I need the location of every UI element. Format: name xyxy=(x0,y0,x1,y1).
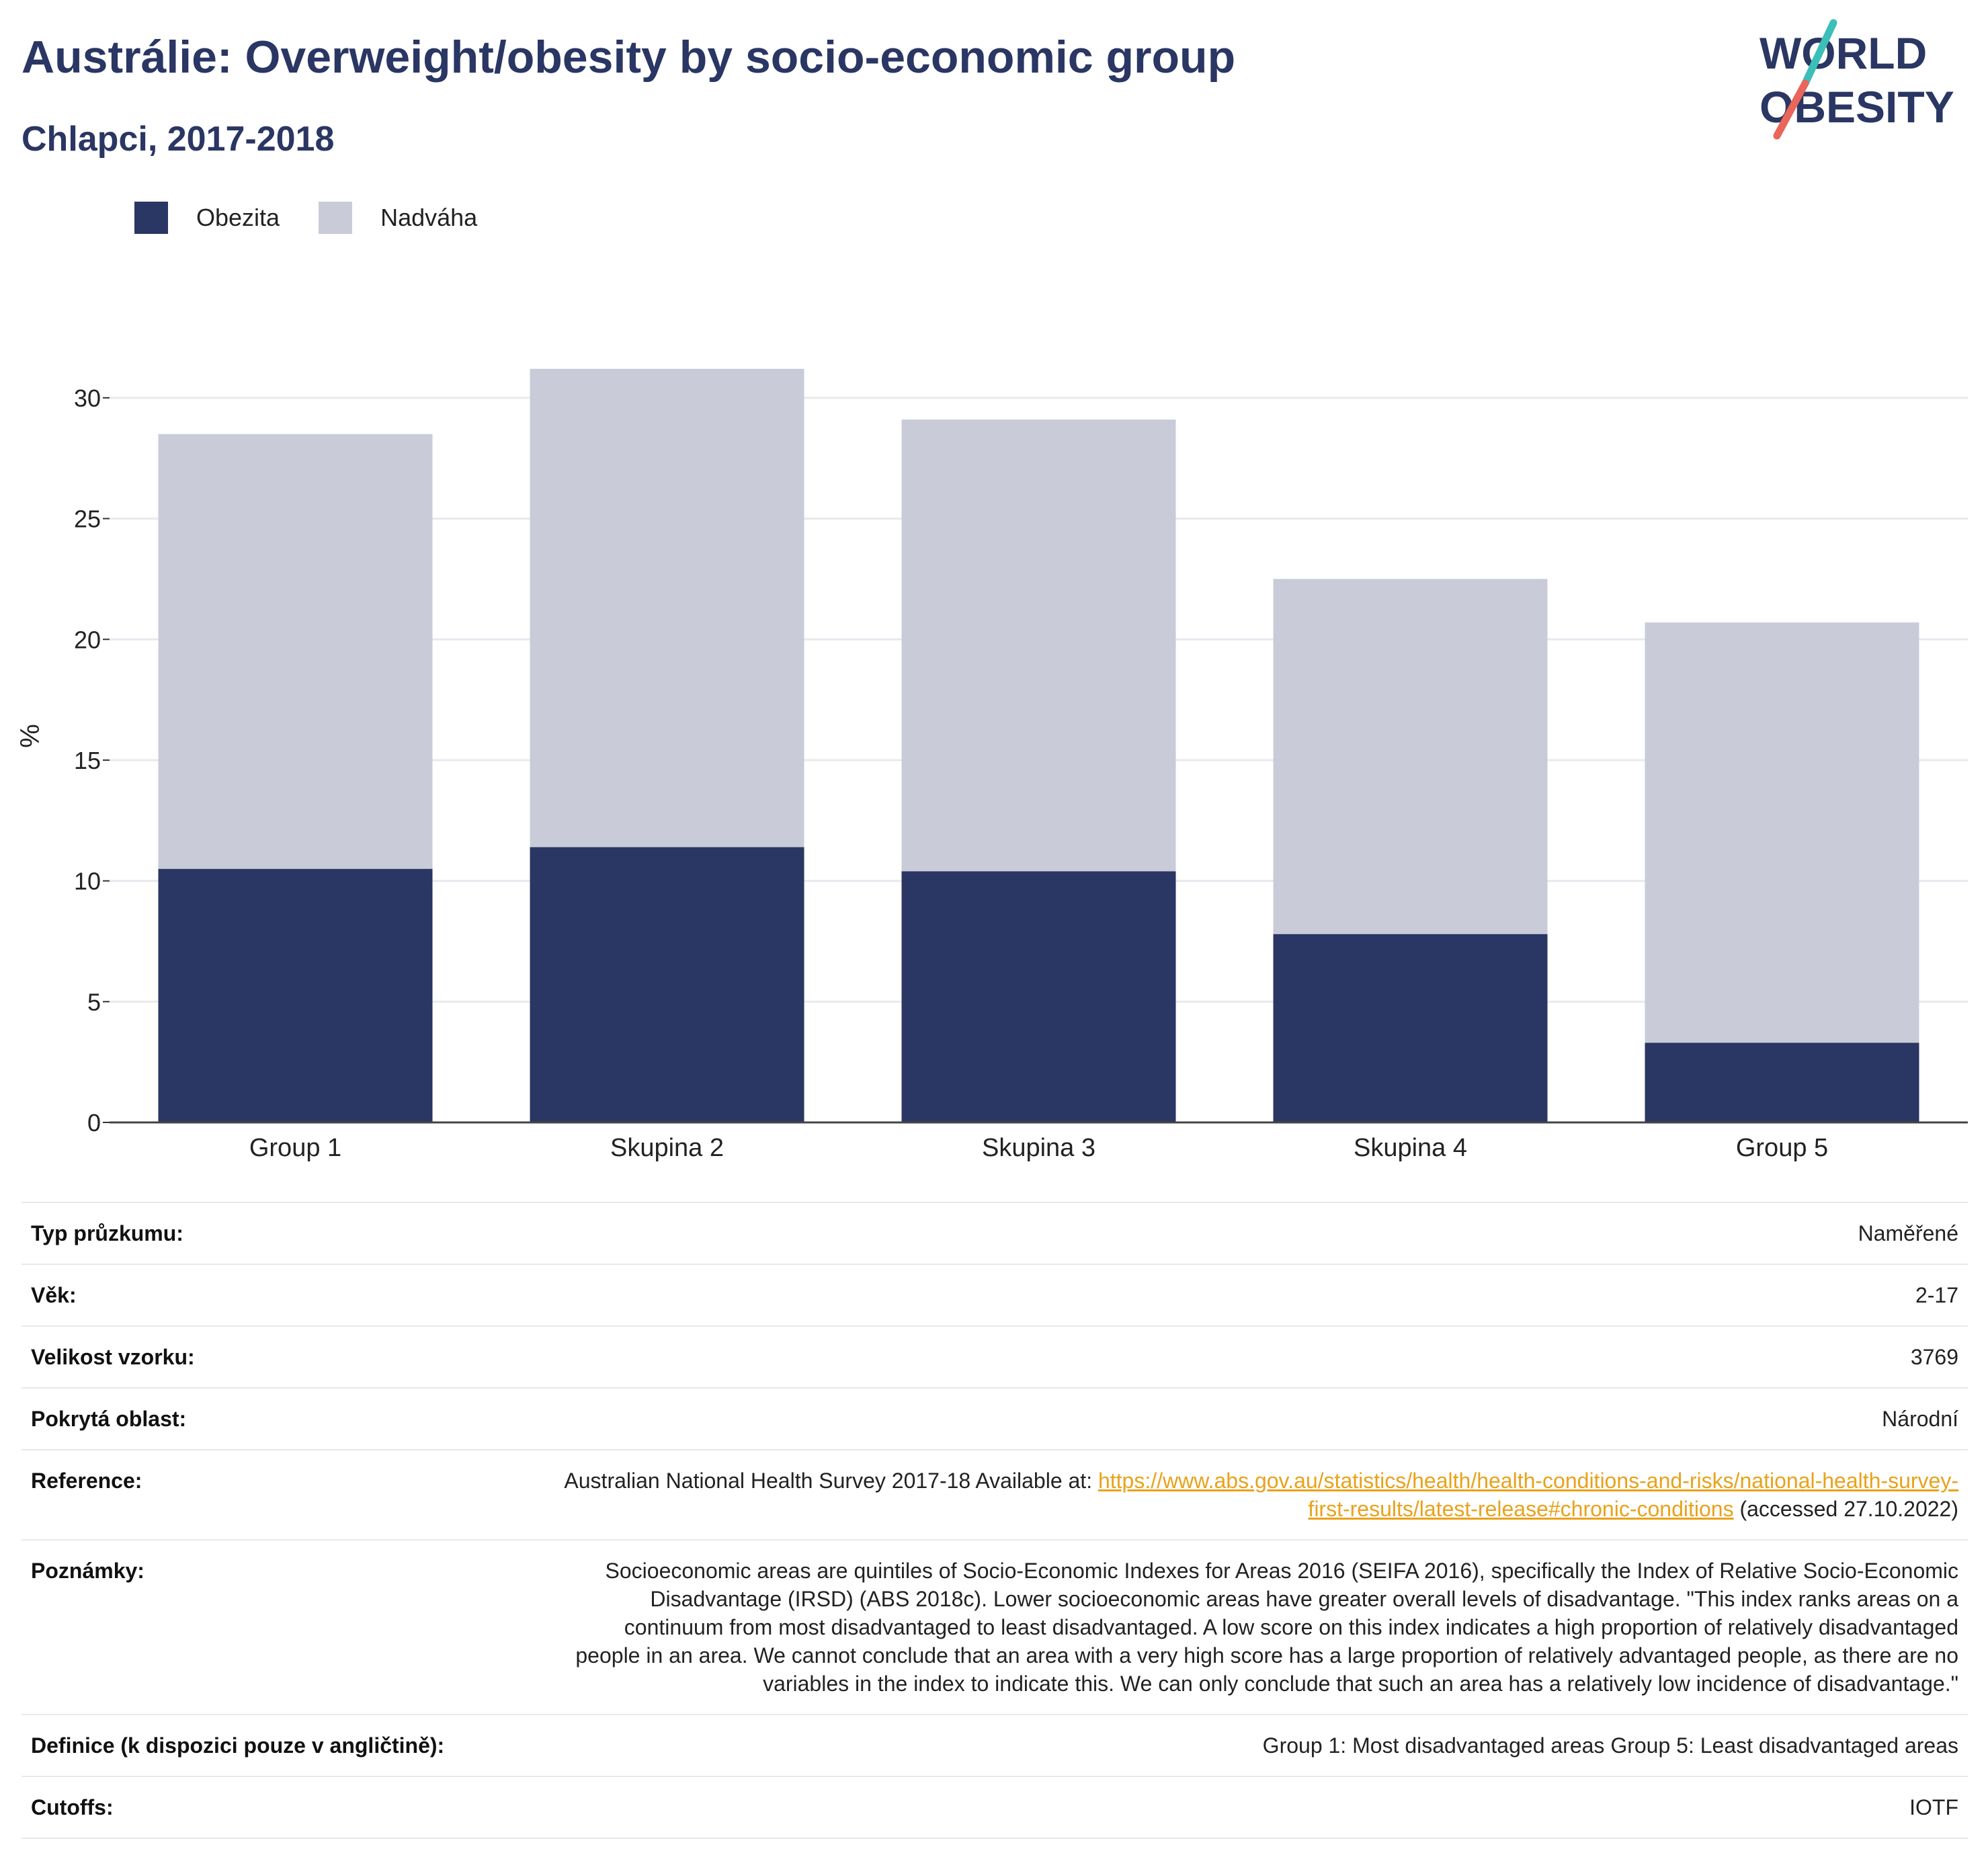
y-tick-label: 5 xyxy=(87,988,101,1016)
info-value: IOTF xyxy=(551,1776,1968,1839)
logo-line1: WORLD xyxy=(1759,28,1927,78)
y-axis-label: % xyxy=(15,724,45,748)
x-axis-ticks: Group 1 Skupina 2 Skupina 3 Skupina 4 Group … xyxy=(249,1134,1828,1162)
bar-obezita-1[interactable] xyxy=(158,868,433,1122)
info-row-survey-type: Typ průzkumu: Naměřené xyxy=(22,1202,1968,1264)
legend-label: Nadváha xyxy=(380,204,478,231)
info-value: Národní xyxy=(551,1387,1968,1450)
info-row-notes: Poznámky: Socioeconomic areas are quinti… xyxy=(22,1539,1968,1715)
y-tick-label: 25 xyxy=(74,505,101,533)
x-tick-label: Group 5 xyxy=(1736,1134,1828,1162)
legend-item-nadvaha[interactable]: Nadváha xyxy=(319,202,477,234)
info-key: Pokrytá oblast: xyxy=(22,1387,551,1450)
x-tick-label: Skupina 4 xyxy=(1354,1134,1467,1162)
survey-info-table: Typ průzkumu: Naměřené Věk: 2-17 Velikos… xyxy=(22,1202,1968,1839)
y-tick-label: 20 xyxy=(74,626,101,653)
info-value: 3769 xyxy=(551,1325,1968,1388)
legend-item-obezita[interactable]: Obezita xyxy=(134,202,280,234)
bar-nadváha-3[interactable] xyxy=(901,419,1176,872)
bar-obezita-3[interactable] xyxy=(901,871,1176,1122)
x-tick-label: Skupina 3 xyxy=(982,1134,1095,1162)
info-row-cutoffs: Cutoffs: IOTF xyxy=(22,1776,1968,1839)
info-key: Cutoffs: xyxy=(22,1776,551,1839)
logo-slash-top xyxy=(1801,19,1837,87)
info-row-area: Pokrytá oblast: Národní xyxy=(22,1387,1968,1450)
info-value: 2-17 xyxy=(551,1264,1968,1326)
info-row-definition: Definice (k dispozici pouze v angličtině… xyxy=(22,1714,1968,1776)
bar-obezita-5[interactable] xyxy=(1645,1042,1919,1122)
y-axis-ticks: 0 5 10 15 20 25 30 xyxy=(74,384,110,1137)
bar-nadváha-4[interactable] xyxy=(1273,579,1548,934)
info-key: Definice (k dispozici pouze v angličtině… xyxy=(22,1714,551,1776)
world-obesity-logo: WORLD OBESITY xyxy=(1759,19,1954,140)
y-tick-label: 15 xyxy=(74,747,101,774)
x-tick-label: Skupina 2 xyxy=(610,1134,724,1162)
bar-obezita-4[interactable] xyxy=(1273,934,1548,1122)
x-tick-label: Group 1 xyxy=(249,1134,341,1162)
page-title: Austrálie: Overweight/obesity by socio-e… xyxy=(22,32,1236,83)
info-value: Socioeconomic areas are quintiles of Soc… xyxy=(551,1539,1968,1715)
reference-accessed: (accessed 27.10.2022) xyxy=(1733,1497,1958,1521)
info-value: Australian National Health Survey 2017-1… xyxy=(551,1449,1968,1540)
legend-swatch xyxy=(319,202,353,234)
info-key: Reference: xyxy=(22,1449,551,1540)
legend-swatch xyxy=(134,202,168,234)
bar-nadváha-1[interactable] xyxy=(158,434,433,869)
bar-obezita-2[interactable] xyxy=(530,847,804,1122)
y-tick-label: 10 xyxy=(74,868,101,895)
info-row-age: Věk: 2-17 xyxy=(22,1264,1968,1326)
info-key: Věk: xyxy=(22,1264,551,1326)
info-key: Poznámky: xyxy=(22,1539,551,1715)
logo-slash-bottom xyxy=(1773,79,1809,140)
info-key: Velikost vzorku: xyxy=(22,1325,551,1388)
chart-legend: Obezita Nadváha xyxy=(134,200,516,235)
info-value: Group 1: Most disadvantaged areas Group … xyxy=(551,1714,1968,1776)
info-row-reference: Reference: Australian National Health Su… xyxy=(22,1449,1968,1540)
reference-link[interactable]: https://www.abs.gov.au/statistics/health… xyxy=(1097,1469,1958,1521)
info-row-sample-size: Velikost vzorku: 3769 xyxy=(22,1325,1968,1388)
bar-nadváha-2[interactable] xyxy=(530,368,804,848)
info-value: Naměřené xyxy=(551,1202,1968,1264)
info-key: Typ průzkumu: xyxy=(22,1202,551,1264)
y-tick-label: 30 xyxy=(74,384,101,412)
bars xyxy=(158,368,1919,1122)
y-tick-label: 0 xyxy=(87,1109,101,1137)
page-subtitle: Chlapci, 2017-2018 xyxy=(22,120,335,159)
bar-nadváha-5[interactable] xyxy=(1645,622,1919,1043)
bar-chart: 0 5 10 15 20 25 30 Group 1 Skupina 2 Skupina 3 Sk… xyxy=(15,368,1968,1162)
legend-label: Obezita xyxy=(196,204,280,231)
reference-text: Australian National Health Survey 2017-1… xyxy=(564,1469,1098,1493)
